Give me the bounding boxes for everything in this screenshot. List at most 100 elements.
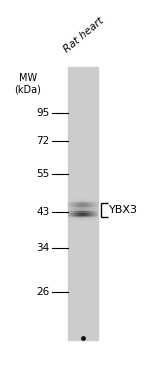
Bar — [88, 101, 89, 102]
Bar — [78, 326, 79, 328]
Bar — [78, 241, 79, 243]
Bar — [88, 120, 89, 121]
Bar — [83, 191, 84, 192]
Bar — [90, 149, 91, 150]
Bar — [85, 196, 86, 198]
Bar — [88, 95, 89, 97]
Bar — [81, 229, 82, 230]
Bar — [78, 161, 79, 162]
Bar — [70, 80, 71, 82]
Bar — [95, 128, 96, 129]
Bar — [71, 229, 72, 230]
Bar — [74, 288, 75, 289]
Bar — [85, 239, 86, 240]
Bar — [86, 227, 87, 228]
Bar — [77, 89, 78, 90]
Bar — [80, 238, 81, 239]
Bar — [80, 171, 81, 172]
Bar — [78, 86, 79, 87]
Bar — [84, 292, 85, 293]
Bar — [71, 69, 72, 71]
Bar — [70, 161, 71, 162]
Bar — [83, 160, 84, 161]
Bar — [77, 69, 78, 71]
Bar — [69, 277, 70, 278]
Bar — [70, 209, 71, 210]
Bar — [77, 235, 78, 236]
Bar — [71, 68, 72, 69]
Bar — [92, 213, 93, 214]
Bar — [69, 322, 70, 323]
Bar — [70, 177, 71, 179]
Bar — [76, 278, 77, 280]
Bar — [77, 217, 78, 218]
Bar — [70, 298, 71, 299]
Bar — [96, 185, 97, 187]
Bar — [91, 109, 92, 111]
Bar — [79, 103, 80, 105]
Bar — [84, 254, 85, 255]
Bar — [77, 214, 78, 216]
Bar — [91, 150, 92, 151]
Bar — [81, 206, 82, 207]
Bar — [78, 303, 79, 304]
Bar — [73, 298, 74, 299]
Bar — [87, 214, 88, 216]
Bar — [79, 263, 80, 265]
Bar — [75, 135, 76, 136]
Bar — [88, 83, 89, 84]
Bar — [83, 132, 84, 134]
Bar — [97, 145, 98, 146]
Bar — [81, 153, 82, 154]
Bar — [78, 75, 79, 76]
Bar — [97, 160, 98, 161]
Bar — [78, 169, 79, 171]
Bar — [72, 67, 73, 68]
Bar — [93, 276, 94, 277]
Bar — [90, 289, 91, 290]
Bar — [68, 281, 69, 283]
Bar — [75, 180, 76, 181]
Bar — [71, 207, 72, 209]
Bar — [80, 247, 81, 248]
Bar — [94, 68, 95, 69]
Bar — [71, 266, 72, 267]
Bar — [68, 251, 69, 252]
Bar — [79, 69, 80, 71]
Bar — [68, 78, 69, 79]
Bar — [75, 123, 76, 124]
Bar — [89, 330, 90, 332]
Bar — [89, 82, 90, 83]
Bar — [91, 263, 92, 265]
Bar — [81, 222, 82, 224]
Bar — [97, 232, 98, 233]
Bar — [79, 89, 80, 90]
Bar — [85, 73, 86, 75]
Bar — [78, 87, 79, 89]
Bar — [86, 83, 87, 84]
Bar — [74, 315, 75, 317]
Bar — [81, 225, 82, 227]
Bar — [75, 301, 76, 303]
Bar — [96, 311, 97, 312]
Bar — [90, 80, 91, 82]
Bar — [93, 160, 94, 161]
Bar — [84, 299, 85, 300]
Bar — [94, 323, 95, 325]
Bar — [74, 120, 75, 121]
Bar — [92, 330, 93, 332]
Bar — [70, 259, 71, 261]
Bar — [96, 72, 97, 73]
Bar — [69, 192, 70, 194]
Bar — [92, 98, 93, 100]
Bar — [88, 298, 89, 299]
Bar — [89, 102, 90, 103]
Bar — [71, 188, 72, 190]
Bar — [90, 254, 91, 255]
Bar — [73, 69, 74, 71]
Bar — [70, 240, 71, 241]
Bar — [75, 138, 76, 139]
Bar — [72, 214, 73, 216]
Bar — [95, 210, 96, 211]
Bar — [87, 236, 88, 238]
